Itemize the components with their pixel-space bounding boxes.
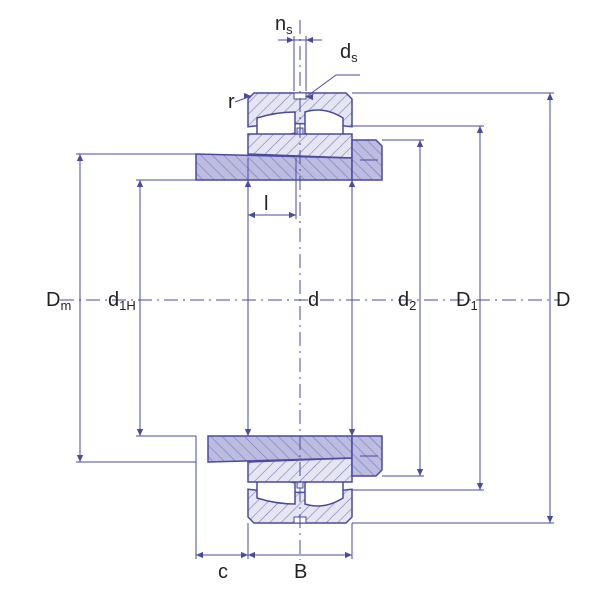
label-d1H: d1H bbox=[108, 289, 136, 313]
arrowhead bbox=[287, 37, 294, 43]
arrowhead bbox=[345, 552, 352, 558]
arrowhead bbox=[477, 126, 483, 133]
label-d: d bbox=[308, 289, 319, 311]
label-d2: d2 bbox=[398, 289, 416, 313]
label-ds: ds bbox=[340, 41, 358, 65]
label-Dm: Dm bbox=[46, 289, 71, 313]
arrowhead bbox=[196, 552, 203, 558]
arrowhead bbox=[248, 552, 255, 558]
arrowhead bbox=[245, 429, 251, 436]
arrowhead bbox=[547, 93, 553, 100]
adapter-sleeve bbox=[208, 436, 352, 462]
label-D1: D1 bbox=[456, 289, 478, 313]
label-B: B bbox=[294, 561, 307, 583]
arrowhead bbox=[306, 37, 313, 43]
label-D: D bbox=[556, 289, 570, 311]
arrowhead bbox=[77, 455, 83, 462]
arrowhead bbox=[349, 429, 355, 436]
label-c: c bbox=[218, 561, 228, 583]
adapter-sleeve bbox=[196, 154, 352, 180]
arrowhead bbox=[417, 140, 423, 147]
arrowhead bbox=[137, 180, 143, 187]
arrowhead bbox=[349, 180, 355, 187]
arrowhead bbox=[547, 516, 553, 523]
label-ns: ns bbox=[275, 13, 293, 37]
arrowhead bbox=[77, 154, 83, 161]
arrowhead bbox=[137, 429, 143, 436]
arrowhead bbox=[241, 552, 248, 558]
label-r: r bbox=[228, 91, 235, 113]
arrowhead bbox=[417, 469, 423, 476]
label-l: l bbox=[264, 193, 268, 215]
arrowhead bbox=[289, 212, 296, 218]
arrowhead bbox=[477, 483, 483, 490]
arrowhead bbox=[248, 212, 255, 218]
